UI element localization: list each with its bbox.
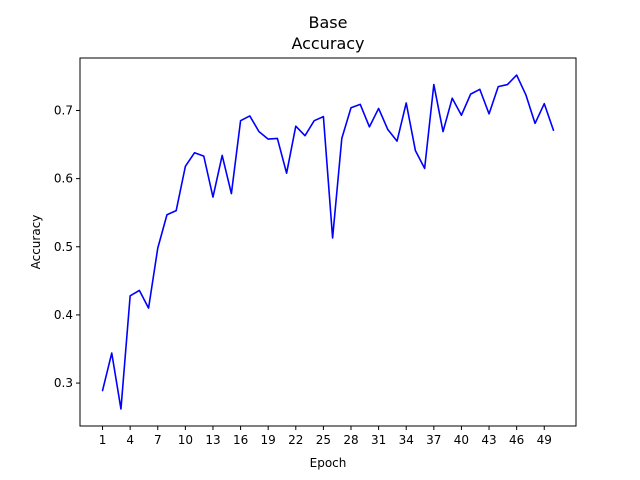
x-tick-label: 10 — [178, 433, 193, 447]
x-tick-label: 34 — [399, 433, 414, 447]
x-tick-label: 7 — [154, 433, 162, 447]
x-tick-label: 19 — [261, 433, 276, 447]
chart-title-line1: Base — [309, 13, 348, 32]
x-tick-label: 31 — [371, 433, 386, 447]
x-tick-label: 40 — [454, 433, 469, 447]
x-axis-label: Epoch — [310, 456, 347, 470]
x-tick-label: 1 — [99, 433, 107, 447]
x-tick-label: 43 — [481, 433, 496, 447]
y-tick-label: 0.5 — [54, 240, 73, 254]
x-tick-label: 4 — [126, 433, 134, 447]
y-axis-label: Accuracy — [29, 215, 43, 270]
chart-title-line2: Accuracy — [291, 34, 364, 53]
x-tick-label: 22 — [288, 433, 303, 447]
x-tick-label: 16 — [233, 433, 248, 447]
y-tick-label: 0.3 — [54, 376, 73, 390]
x-tick-label: 37 — [426, 433, 441, 447]
x-tick-label: 49 — [537, 433, 552, 447]
y-tick-label: 0.4 — [54, 308, 73, 322]
y-tick-label: 0.7 — [54, 103, 73, 117]
axes-frame — [79, 57, 577, 427]
x-tick-label: 46 — [509, 433, 524, 447]
x-tick-label: 25 — [316, 433, 331, 447]
x-tick-label: 28 — [343, 433, 358, 447]
y-tick-label: 0.6 — [54, 172, 73, 186]
accuracy-series-line — [101, 74, 555, 410]
plot-area: 1 4 7 10 13 16 19 22 25 28 31 34 37 40 43 46 49 0.3 0.4 0.5… — [54, 74, 555, 447]
x-tick-label: 13 — [205, 433, 220, 447]
